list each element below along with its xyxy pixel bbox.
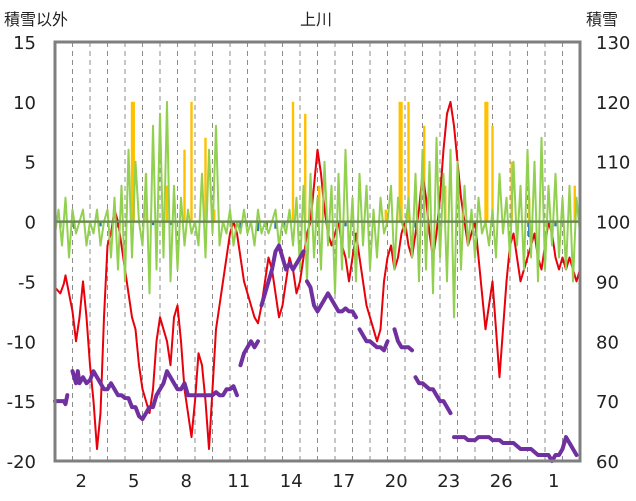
bar bbox=[304, 113, 307, 222]
x-tick-label: 11 bbox=[227, 471, 250, 492]
snow-depth-line bbox=[357, 327, 390, 353]
right-axis-title: 積雪 bbox=[586, 10, 619, 29]
bar bbox=[484, 101, 487, 222]
bar bbox=[491, 125, 494, 222]
right-tick-label: 110 bbox=[596, 153, 630, 174]
left-tick-label: 10 bbox=[13, 93, 36, 114]
left-tick-label: 0 bbox=[25, 213, 36, 234]
series-line-0 bbox=[54, 100, 581, 450]
x-tick-label: 26 bbox=[490, 471, 513, 492]
bar bbox=[213, 209, 216, 222]
x-tick-label: 2 bbox=[76, 471, 87, 492]
left-tick-label: -20 bbox=[7, 452, 36, 473]
bar bbox=[183, 149, 186, 222]
right-tick-label: 100 bbox=[596, 213, 630, 234]
bar bbox=[554, 221, 557, 227]
snow-depth-line bbox=[70, 369, 239, 422]
snow-depth-line bbox=[413, 375, 453, 416]
left-tick-label: 15 bbox=[13, 33, 36, 54]
bar bbox=[256, 221, 260, 232]
bar bbox=[130, 101, 134, 222]
left-tick-label: -10 bbox=[7, 332, 36, 353]
snow-depth-line bbox=[259, 243, 306, 308]
snow-depth-line bbox=[305, 279, 358, 320]
chart-title: 上川 bbox=[300, 10, 333, 29]
right-tick-label: 70 bbox=[596, 392, 619, 413]
left-tick-label: 5 bbox=[25, 153, 36, 174]
left-tick-label: -15 bbox=[7, 392, 36, 413]
snow-depth-line bbox=[238, 339, 260, 368]
bar bbox=[423, 125, 426, 222]
snow-depth-line bbox=[392, 327, 414, 353]
right-tick-label: 130 bbox=[596, 33, 630, 54]
bar bbox=[384, 209, 387, 222]
left-tick-label: -5 bbox=[18, 272, 36, 293]
x-tick-label: 20 bbox=[385, 471, 408, 492]
plot-frame bbox=[53, 40, 582, 463]
right-tick-label: 90 bbox=[596, 272, 619, 293]
x-tick-label: 5 bbox=[128, 471, 139, 492]
x-axis: 2 5 8 11 14 17 20 23 26 1 bbox=[76, 471, 560, 492]
bar bbox=[398, 101, 401, 222]
bar bbox=[414, 221, 417, 228]
snow-depth-line bbox=[53, 393, 70, 407]
left-axis: 15 10 5 0 -5 -10 -15 -20 bbox=[7, 33, 36, 473]
snow-depth-series bbox=[53, 243, 579, 463]
bar bbox=[165, 185, 169, 222]
bar bbox=[151, 221, 155, 226]
bar bbox=[169, 221, 172, 226]
bar bbox=[239, 221, 242, 229]
left-axis-title: 積雪以外 bbox=[4, 10, 69, 29]
bar bbox=[407, 101, 410, 222]
right-tick-label: 60 bbox=[596, 452, 619, 473]
bar bbox=[99, 221, 102, 227]
bar bbox=[274, 221, 277, 229]
x-tick-label: 17 bbox=[332, 471, 355, 492]
bar bbox=[573, 185, 576, 222]
right-tick-label: 120 bbox=[596, 93, 630, 114]
snow-depth-line bbox=[452, 435, 579, 463]
x-tick-label: 14 bbox=[280, 471, 303, 492]
x-tick-label: 23 bbox=[437, 471, 460, 492]
x-tick-label: 8 bbox=[181, 471, 192, 492]
bar bbox=[400, 101, 403, 222]
series-line-1 bbox=[54, 100, 581, 319]
bar bbox=[190, 101, 193, 222]
right-axis: 130 120 110 100 90 80 70 60 bbox=[596, 33, 630, 473]
bar bbox=[204, 137, 207, 222]
bar bbox=[132, 101, 135, 222]
bar bbox=[318, 185, 321, 222]
bar bbox=[344, 221, 347, 227]
bar bbox=[486, 101, 489, 222]
right-tick-label: 80 bbox=[596, 332, 619, 353]
x-tick-label: 1 bbox=[548, 471, 559, 492]
bar bbox=[291, 101, 295, 222]
